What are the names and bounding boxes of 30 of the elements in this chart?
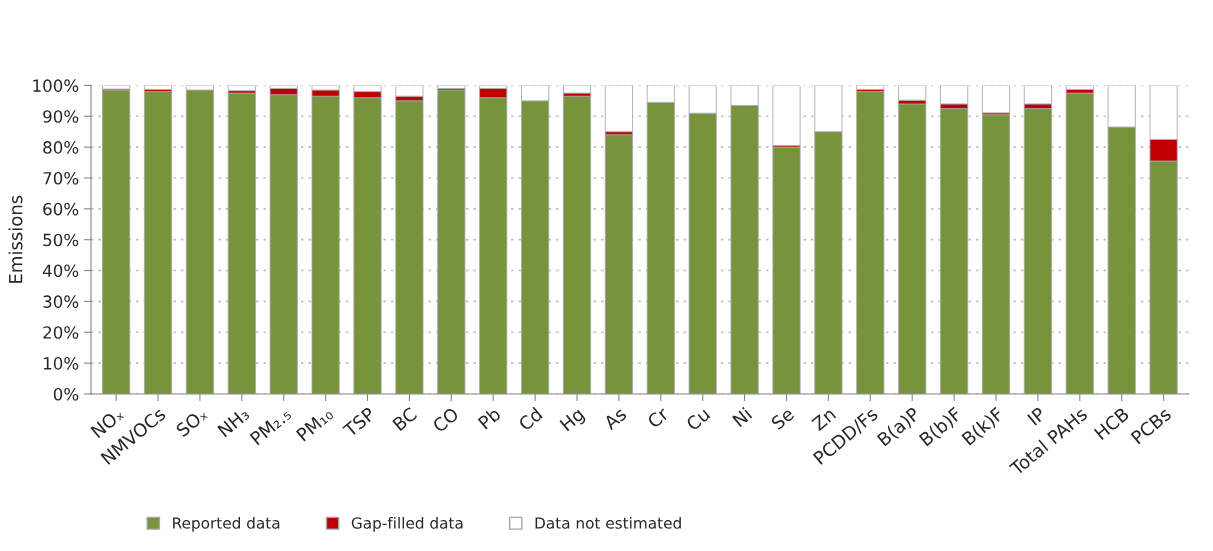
x-tick-label: Se (770, 406, 795, 431)
x-tick-label: Ni (731, 406, 753, 428)
x-tick-label: PM₁₀ (295, 406, 335, 442)
y-tick-label: 50% (43, 233, 79, 247)
x-tick-label: Cr (646, 406, 670, 429)
x-tick-label: IP (1027, 406, 1047, 426)
y-tick-label: 80% (43, 141, 79, 154)
y-tick-label: 90% (43, 110, 79, 123)
legend-label: Gap-filled data (351, 516, 463, 532)
y-axis-title: Emissions (8, 195, 23, 283)
legend-label: Reported data (173, 516, 280, 532)
x-tick-label: Cu (685, 407, 711, 432)
y-tick-label: 30% (43, 295, 79, 308)
y-tick-label: 10% (43, 357, 79, 370)
y-tick-label: 60% (43, 202, 79, 216)
y-tick-label: 40% (42, 264, 79, 278)
x-tick-label: CO (431, 406, 460, 434)
y-tick-label: 100% (33, 79, 79, 92)
x-tick-label: Hg (559, 407, 587, 435)
x-tick-label: Pb (477, 406, 502, 430)
x-tick-label: NH₃ (217, 406, 251, 438)
y-tick-label: 70% (43, 171, 79, 185)
x-tick-label: TSP (342, 406, 377, 438)
x-tick-label: As (602, 406, 628, 431)
legend-label: Data not estimated (535, 516, 681, 529)
y-tick-label: 0% (53, 387, 79, 401)
x-tick-label: BC (392, 406, 418, 432)
x-tick-label: Cd (517, 406, 543, 432)
y-tick-label: 20% (43, 326, 79, 339)
x-tick-label: SOₓ (175, 406, 209, 438)
